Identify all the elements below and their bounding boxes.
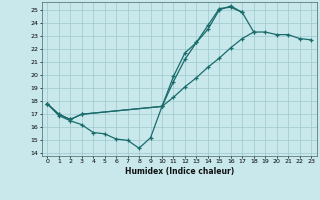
X-axis label: Humidex (Indice chaleur): Humidex (Indice chaleur) xyxy=(124,167,234,176)
